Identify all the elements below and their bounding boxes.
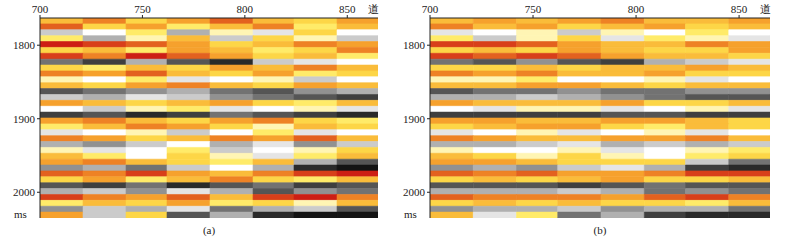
svg-text:800: 800 xyxy=(237,3,254,15)
svg-text:850: 850 xyxy=(731,3,748,15)
svg-text:700: 700 xyxy=(32,3,49,15)
svg-text:800: 800 xyxy=(628,3,645,15)
html-text:道: 道 xyxy=(760,3,771,15)
html-text:(a): (a) xyxy=(202,224,216,236)
svg-text:700: 700 xyxy=(422,3,439,15)
svg-text:1800: 1800 xyxy=(403,39,426,51)
html-text:(b): (b) xyxy=(593,224,607,236)
svg-text:2000: 2000 xyxy=(403,186,426,198)
html-text:ms: ms xyxy=(14,208,27,220)
svg-text:1900: 1900 xyxy=(403,113,426,125)
svg-text:1900: 1900 xyxy=(13,113,36,125)
svg-text:850: 850 xyxy=(339,3,356,15)
svg-text:1800: 1800 xyxy=(13,39,36,51)
html-text:道: 道 xyxy=(368,3,379,15)
html-text:ms: ms xyxy=(404,208,417,220)
svg-text:750: 750 xyxy=(134,3,151,15)
svg-text:2000: 2000 xyxy=(13,186,36,198)
svg-text:750: 750 xyxy=(525,3,542,15)
